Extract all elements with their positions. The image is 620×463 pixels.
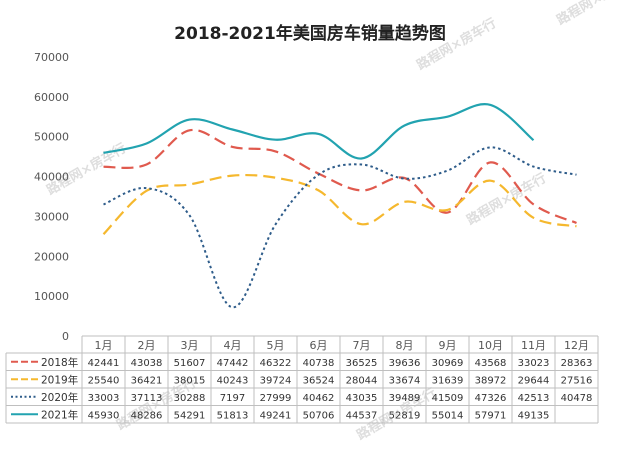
y-tick-label: 20000 (34, 250, 69, 263)
table-cell: 55014 (432, 410, 464, 421)
legend-label-0: 2018年 (41, 356, 78, 369)
table-cell: 57971 (475, 410, 507, 421)
x-tick-label: 8月 (396, 339, 414, 352)
table-cell: 41509 (432, 393, 464, 404)
watermark-text: 路程网×房车行 (44, 140, 129, 198)
table-cell: 40478 (561, 393, 593, 404)
x-tick-label: 1月 (95, 339, 113, 352)
table-cell: 52819 (389, 410, 421, 421)
table-cell: 7197 (220, 393, 245, 404)
y-tick-label: 70000 (34, 51, 69, 64)
y-tick-label: 50000 (34, 131, 69, 144)
table-cell: 37113 (131, 393, 163, 404)
x-tick-label: 9月 (439, 339, 457, 352)
table-cell: 36421 (131, 375, 163, 386)
table-cell: 39489 (389, 393, 421, 404)
table-cell: 50706 (303, 410, 335, 421)
series-line-1 (102, 173, 577, 235)
table-cell: 47326 (475, 393, 507, 404)
table-cell: 49135 (518, 410, 550, 421)
table-cell: 31639 (432, 375, 464, 386)
table-cell: 27516 (561, 375, 593, 386)
table-cell: 45930 (88, 410, 120, 421)
x-tick-label: 2月 (138, 339, 156, 352)
y-axis: 0 10000 20000 30000 40000 50000 60000 70000 (34, 51, 69, 343)
table-cell: 42441 (88, 358, 120, 369)
table-cell: 51813 (217, 410, 249, 421)
x-tick-label: 6月 (310, 339, 328, 352)
x-tick-label: 12月 (564, 339, 589, 352)
x-tick-label: 5月 (267, 339, 285, 352)
table-cell: 25540 (88, 375, 120, 386)
y-tick-label: 0 (62, 330, 69, 343)
table-cell: 36525 (346, 358, 378, 369)
table-cell: 49241 (260, 410, 292, 421)
legend-label-3: 2021年 (41, 408, 78, 421)
table-cell: 33003 (88, 393, 120, 404)
series-line-3 (103, 103, 535, 160)
table-cell: 39636 (389, 358, 421, 369)
table-cell: 47442 (217, 358, 249, 369)
table-cell: 46322 (260, 358, 292, 369)
table-cell: 33674 (389, 375, 421, 386)
table-cell: 33023 (518, 358, 550, 369)
x-tick-label: 11月 (521, 339, 546, 352)
y-tick-label: 60000 (34, 91, 69, 104)
table-cell: 29644 (518, 375, 550, 386)
legend-label-2: 2020年 (41, 391, 78, 404)
table-cell: 43568 (475, 358, 507, 369)
table-cell: 48286 (131, 410, 163, 421)
table-cell: 40738 (303, 358, 335, 369)
watermark-text: 路程网×房车行 (464, 170, 549, 228)
x-tick-label: 10月 (478, 339, 503, 352)
table-cell: 44537 (346, 410, 378, 421)
table-cell: 54291 (174, 410, 206, 421)
y-tick-label: 10000 (34, 290, 69, 303)
x-tick-label: 4月 (224, 339, 242, 352)
watermark-text: 路程网×房车行 (554, 0, 620, 28)
table-cell: 28363 (561, 358, 593, 369)
table-cell: 36524 (303, 375, 335, 386)
table-cell: 43035 (346, 393, 378, 404)
table-cell: 51607 (174, 358, 206, 369)
table-cell: 30288 (174, 393, 206, 404)
table-cell: 43038 (131, 358, 163, 369)
chart-title: 2018-2021年美国房车销量趋势图 (174, 23, 446, 44)
table-cell: 40462 (303, 393, 335, 404)
y-tick-label: 40000 (34, 171, 69, 184)
x-tick-label: 7月 (353, 339, 371, 352)
series-line-2 (103, 146, 577, 309)
series-line-0 (103, 128, 577, 225)
series-lines (102, 103, 577, 309)
legend-label-1: 2019年 (41, 373, 78, 386)
table-cell: 38972 (475, 375, 507, 386)
table-cell: 39724 (260, 375, 292, 386)
table-cell: 27999 (260, 393, 292, 404)
table-cell: 28044 (346, 375, 378, 386)
table-cell: 40243 (217, 375, 249, 386)
y-tick-label: 30000 (34, 210, 69, 223)
table-cell: 38015 (174, 375, 206, 386)
x-tick-label: 3月 (181, 339, 199, 352)
table-cell: 30969 (432, 358, 464, 369)
table-cell: 42513 (518, 393, 550, 404)
data-table: 1月 2月 3月 4月 5月 6月 7月 8月 9月 10月 11月 12月 2018年 42441 430… (5, 335, 599, 424)
